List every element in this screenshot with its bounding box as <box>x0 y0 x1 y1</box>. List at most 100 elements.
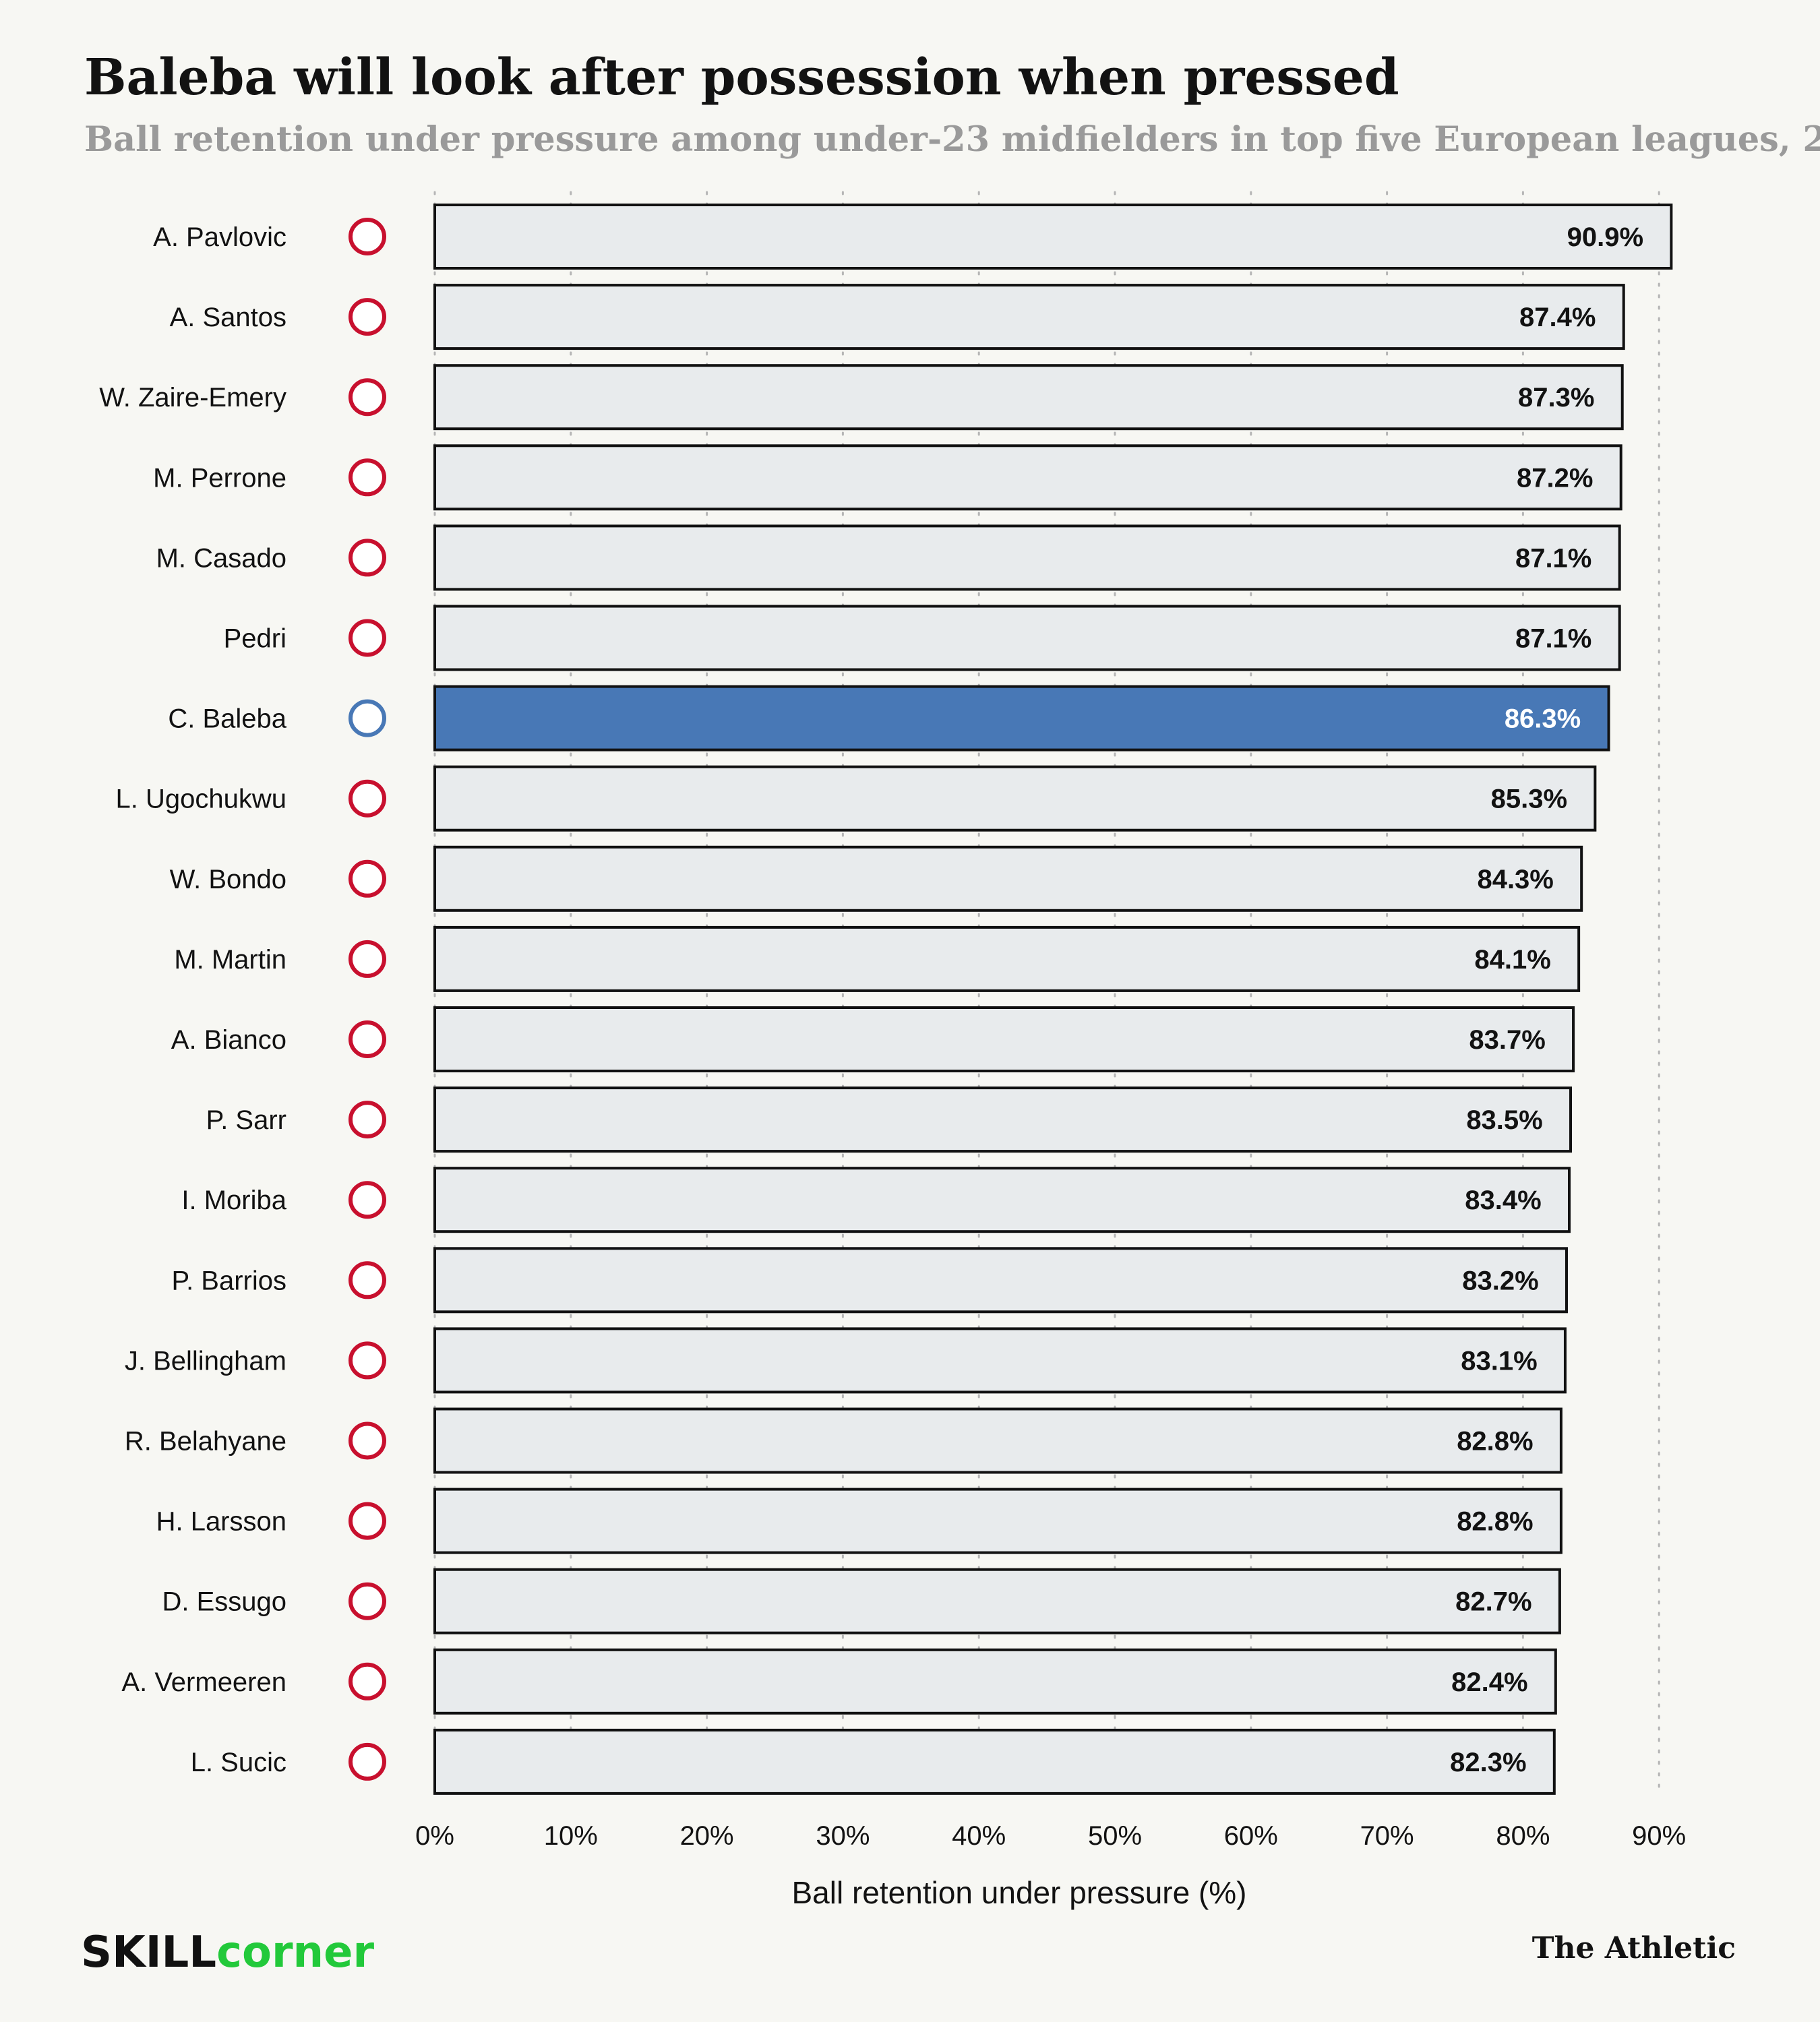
bar <box>433 1086 1573 1153</box>
hellas-verona-crest-icon <box>348 1421 386 1460</box>
bar <box>433 845 1583 912</box>
chart-title: Baleba will look after possession when p… <box>84 49 1399 106</box>
x-tick-label: 80% <box>1496 1821 1550 1851</box>
gridlines <box>433 191 1660 1798</box>
bar <box>433 685 1610 752</box>
player-name: M. Casado <box>156 543 286 573</box>
player-name: M. Martin <box>174 945 286 975</box>
bar-value-label: 83.5% <box>1466 1105 1542 1135</box>
x-tick-label: 40% <box>952 1821 1006 1851</box>
player-name: D. Essugo <box>162 1587 286 1617</box>
bar <box>433 765 1597 832</box>
bar-row: M. Casado 87.1% <box>156 524 1621 591</box>
tottenham-crest-icon <box>348 1101 386 1139</box>
bar-value-label: 82.3% <box>1450 1748 1526 1777</box>
player-name: A. Pavlovic <box>153 222 286 252</box>
barcelona-crest-icon <box>348 539 386 577</box>
player-name: J. Bellingham <box>125 1346 286 1376</box>
bar-row: M. Perrone 87.2% <box>153 444 1622 511</box>
player-name: C. Baleba <box>168 704 286 734</box>
x-tick-label: 60% <box>1224 1821 1278 1851</box>
eintracht-frankfurt-crest-icon <box>348 1502 386 1540</box>
x-axis-ticks: 0% 10% 20% 30% 40% 50% 60% 70% 80% 90% <box>415 1821 1686 1851</box>
player-name: A. Santos <box>170 303 286 332</box>
bar <box>433 1728 1556 1795</box>
x-tick-label: 0% <box>415 1821 454 1851</box>
player-name: L. Ugochukwu <box>116 785 286 814</box>
bar <box>433 204 1673 270</box>
bar-value-label: 90.9% <box>1567 222 1643 252</box>
bar-value-label: 87.4% <box>1519 303 1596 332</box>
player-name: H. Larsson <box>156 1507 286 1537</box>
bar-value-label: 86.3% <box>1505 704 1581 734</box>
celta-vigo-crest-icon <box>348 1181 386 1219</box>
x-axis-label: Ball retention under pressure (%) <box>792 1875 1247 1910</box>
player-name: W. Zaire-Emery <box>99 383 286 412</box>
bar-value-label: 83.1% <box>1461 1346 1537 1376</box>
como-crest-icon <box>348 458 386 497</box>
barcelona-crest-icon <box>348 619 386 657</box>
bar-row: A. Pavlovic 90.9% <box>153 204 1673 270</box>
bar-row: W. Zaire-Emery 87.3% <box>99 364 1624 431</box>
bar-row: P. Barrios 83.2% <box>172 1247 1568 1314</box>
bar <box>433 1648 1557 1715</box>
bar-row: L. Sucic 82.3% <box>191 1728 1556 1795</box>
bar-row: A. Vermeeren 82.4% <box>121 1648 1557 1715</box>
strasbourg-crest-icon <box>348 298 386 336</box>
bar-row: I. Moriba 83.4% <box>181 1167 1571 1233</box>
x-tick-label: 10% <box>544 1821 598 1851</box>
atletico-madrid-crest-icon <box>348 1261 386 1299</box>
bar-value-label: 87.1% <box>1515 624 1591 654</box>
bar-value-label: 84.1% <box>1474 945 1550 975</box>
player-name: P. Sarr <box>206 1105 286 1135</box>
skillcorner-logo-skill: SKILL <box>81 1928 216 1978</box>
bar-row: A. Santos 87.4% <box>170 284 1625 350</box>
bar-value-label: 84.3% <box>1477 865 1553 894</box>
bar-row: P. Sarr 83.5% <box>206 1086 1573 1153</box>
bar <box>433 1247 1568 1314</box>
player-name: A. Vermeeren <box>121 1667 286 1697</box>
bar-row: C. Baleba 86.3% <box>168 685 1610 752</box>
bar-value-label: 82.8% <box>1457 1427 1533 1457</box>
bar <box>433 284 1625 350</box>
player-name: I. Moriba <box>181 1186 286 1215</box>
bar <box>433 1568 1561 1634</box>
bar <box>433 605 1621 671</box>
southampton-crest-icon <box>348 779 386 818</box>
bar-row: D. Essugo 82.7% <box>162 1568 1561 1634</box>
player-name: P. Barrios <box>172 1266 286 1295</box>
bar <box>433 925 1581 992</box>
skillcorner-logo-text: SKILLcorner <box>81 1928 375 1978</box>
bar-row: M. Martin 84.1% <box>174 925 1581 992</box>
bar-row: W. Bondo 84.3% <box>170 845 1583 912</box>
bar-row: A. Bianco 83.7% <box>171 1006 1575 1072</box>
x-tick-label: 70% <box>1360 1821 1414 1851</box>
psg-crest-icon <box>348 378 386 417</box>
bar <box>433 1327 1567 1394</box>
brighton-crest-icon <box>348 699 386 737</box>
x-tick-label: 50% <box>1088 1821 1142 1851</box>
real-sociedad-crest-icon <box>348 1742 386 1781</box>
bar-value-label: 83.2% <box>1462 1266 1538 1295</box>
bar-value-label: 85.3% <box>1491 785 1567 814</box>
bar-value-label: 83.7% <box>1469 1025 1545 1055</box>
player-name: A. Bianco <box>171 1025 286 1055</box>
bar <box>433 364 1624 431</box>
bar-value-label: 87.2% <box>1517 463 1593 493</box>
bar-row: J. Bellingham 83.1% <box>125 1327 1567 1394</box>
bar-row: R. Belahyane 82.8% <box>125 1407 1563 1474</box>
skillcorner-logo: SKILLcorner <box>81 1928 375 1978</box>
x-tick-label: 20% <box>680 1821 734 1851</box>
player-name: W. Bondo <box>170 865 286 894</box>
bars: A. Pavlovic 90.9% A. Santos 87.4% W. Zaire-E… <box>99 204 1673 1795</box>
bar-value-label: 83.4% <box>1465 1186 1541 1215</box>
bayern-munich-crest-icon <box>348 218 386 255</box>
bar <box>433 1488 1563 1554</box>
player-name: L. Sucic <box>191 1748 286 1777</box>
real-valladolid-crest-icon <box>348 940 386 978</box>
bar-row: H. Larsson 82.8% <box>156 1488 1563 1554</box>
real-madrid-crest-icon <box>348 1341 386 1380</box>
player-name: Pedri <box>224 624 286 654</box>
the-athletic-logo: The Athletic <box>1532 1931 1736 1965</box>
